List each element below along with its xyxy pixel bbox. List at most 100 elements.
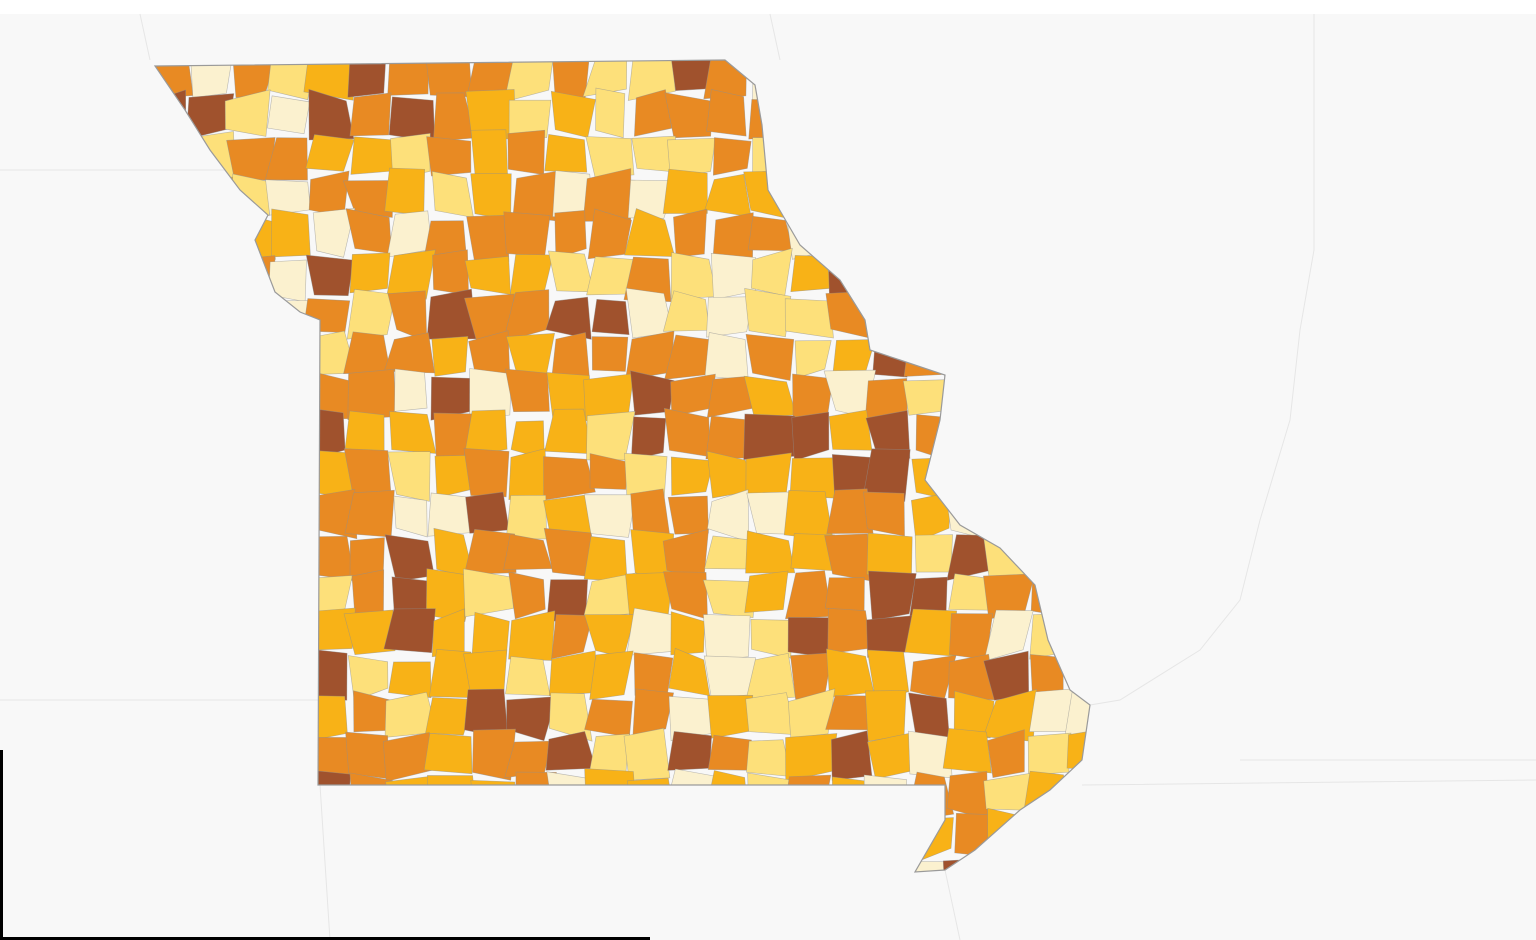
county [463,568,514,618]
county [551,614,594,660]
county [504,368,550,413]
county [351,569,385,615]
county [865,690,907,742]
county [432,249,469,296]
county [463,528,517,575]
county [745,530,796,574]
county [987,729,1025,778]
county [383,608,436,654]
county [712,137,752,176]
county [868,570,917,621]
county [863,448,911,502]
county [828,409,873,451]
county [831,730,873,781]
county [387,451,431,502]
edge-bar [0,750,3,940]
county [393,495,428,538]
county [942,728,992,774]
county [345,731,389,780]
county [264,137,308,181]
county [662,168,708,214]
county [706,89,747,137]
county [667,495,709,535]
county [585,136,635,178]
county [904,608,957,657]
county [1064,688,1090,738]
county [508,448,547,500]
county [706,296,754,338]
county [503,211,551,257]
county [783,490,834,541]
county [983,609,1034,662]
county [390,133,431,180]
county [305,134,355,172]
county [664,92,714,139]
county [384,167,426,216]
county [626,607,677,656]
county [746,739,792,777]
county [554,210,587,259]
county [425,568,475,623]
county [267,95,311,135]
county [791,411,830,462]
county [1066,728,1090,772]
county [583,536,628,582]
county [469,368,512,420]
county [463,409,508,458]
county [548,692,593,742]
county [703,614,751,662]
county [425,60,473,98]
county [190,60,233,99]
county [595,87,626,139]
county [346,288,396,340]
county [394,368,428,412]
county [308,88,355,141]
county [305,254,354,296]
county [271,208,311,258]
county [589,650,634,701]
county [426,288,477,340]
county [543,456,596,501]
county [343,609,396,656]
county [667,731,712,771]
county [388,661,432,699]
county [666,137,716,180]
county [506,696,558,742]
county [224,89,271,137]
county [745,333,795,381]
county [866,532,913,575]
county [670,456,715,496]
county [623,727,671,781]
county [1027,732,1072,776]
county [744,288,792,338]
county [630,416,667,461]
county [670,611,705,656]
county [472,728,516,781]
county [431,336,469,377]
county [508,571,546,620]
county [551,332,590,381]
county [347,655,389,701]
county [589,453,629,490]
county [591,299,630,336]
county [507,129,546,176]
county [505,494,547,540]
county [627,60,676,101]
county [425,697,475,736]
county [386,249,436,300]
county [865,410,911,459]
county [784,298,834,339]
county [744,570,789,613]
edge-line [0,937,650,940]
county [423,732,473,775]
county [632,688,675,737]
county [543,494,593,537]
county [787,688,836,739]
county [508,99,552,138]
county [505,656,551,696]
county [827,608,872,655]
county [866,649,910,703]
county [470,129,508,178]
county [344,410,385,456]
